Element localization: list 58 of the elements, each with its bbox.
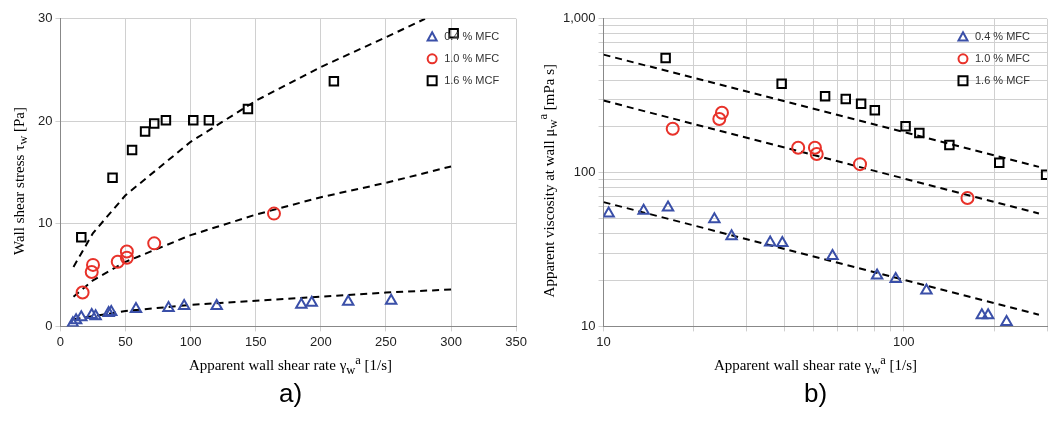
x-tick-label: 150 — [244, 333, 267, 349]
legend-label: 1.6 % MCF — [444, 73, 500, 86]
point — [107, 172, 118, 183]
point — [148, 118, 160, 129]
point — [75, 310, 88, 322]
y-tick-label: 100 — [573, 164, 596, 180]
point — [177, 298, 191, 310]
x-tick-label: 200 — [310, 333, 332, 349]
point — [242, 103, 254, 115]
point — [89, 309, 102, 321]
x-tick-label: 50 — [118, 333, 133, 349]
x-axis-title: Apparent wall shear rate γ$_{w}$$^{a}$ [1/s] — [188, 353, 393, 378]
point — [75, 285, 90, 300]
point — [328, 76, 340, 87]
y-tick-label: 1,000 — [562, 10, 596, 26]
point — [384, 293, 398, 305]
legend-label: 0.4 % MFC — [444, 29, 500, 42]
x-tick-label: 250 — [375, 333, 397, 349]
point — [162, 300, 175, 312]
point — [342, 294, 355, 306]
legend-label: 1.0 % MFC — [974, 51, 1031, 64]
legend-label: 1.0 % MFC — [444, 51, 500, 64]
x-tick-label: 300 — [440, 333, 462, 349]
line-series — [72, 165, 453, 298]
point — [139, 126, 151, 137]
point — [188, 115, 199, 126]
x-tick-label: 100 — [892, 333, 915, 349]
y-tick-label: 30 — [37, 10, 53, 26]
line-series — [72, 18, 427, 268]
point — [84, 265, 99, 280]
y-tick-label: 20 — [37, 112, 53, 128]
x-axis-title: Apparent wall shear rate γ$_{w}$$^{a}$ [1/s] — [713, 353, 918, 378]
point — [129, 301, 143, 313]
point — [266, 206, 281, 221]
point — [210, 298, 223, 310]
point — [203, 115, 215, 126]
point — [295, 297, 308, 309]
x-tick-label: 350 — [505, 333, 528, 349]
point — [126, 144, 138, 156]
legend-label: 0.4 % MFC — [974, 29, 1031, 42]
x-tick-label: 10 — [596, 333, 611, 349]
point — [85, 308, 98, 320]
legend-label: 1.6 % MCF — [974, 73, 1031, 86]
x-tick-label: 0 — [56, 333, 65, 349]
y-tick-label: 10 — [37, 215, 53, 231]
point — [86, 257, 101, 272]
text: a) — [278, 378, 303, 409]
point — [160, 115, 172, 126]
point — [147, 236, 162, 251]
point — [119, 250, 134, 265]
point — [110, 254, 125, 269]
point — [76, 231, 87, 243]
y-tick-label: 10 — [581, 317, 596, 333]
text: b) — [803, 378, 828, 409]
y-tick-label: 0 — [45, 317, 53, 333]
x-tick-label: 100 — [179, 333, 202, 349]
point — [119, 244, 134, 259]
point — [305, 295, 318, 307]
